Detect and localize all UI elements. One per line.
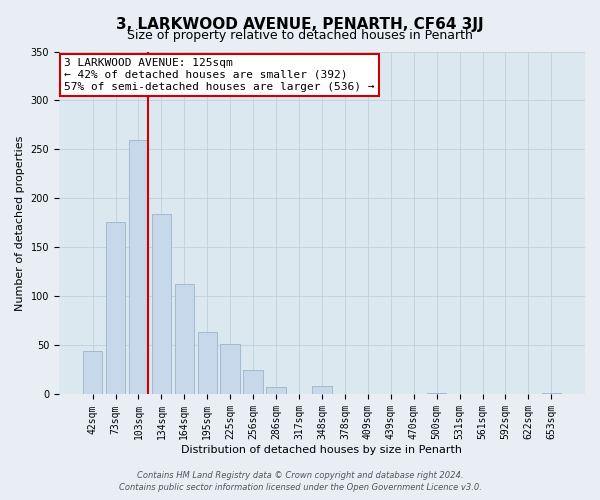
- Bar: [106, 222, 125, 394]
- Text: 3 LARKWOOD AVENUE: 125sqm
← 42% of detached houses are smaller (392)
57% of semi: 3 LARKWOOD AVENUE: 125sqm ← 42% of detac…: [64, 58, 374, 92]
- Bar: [266, 386, 286, 394]
- Bar: [427, 392, 446, 394]
- Bar: [312, 386, 332, 394]
- Y-axis label: Number of detached properties: Number of detached properties: [15, 136, 25, 310]
- Text: Contains HM Land Registry data © Crown copyright and database right 2024.
Contai: Contains HM Land Registry data © Crown c…: [119, 471, 481, 492]
- Bar: [152, 214, 171, 394]
- Text: 3, LARKWOOD AVENUE, PENARTH, CF64 3JJ: 3, LARKWOOD AVENUE, PENARTH, CF64 3JJ: [116, 18, 484, 32]
- X-axis label: Distribution of detached houses by size in Penarth: Distribution of detached houses by size …: [181, 445, 463, 455]
- Bar: [542, 392, 561, 394]
- Bar: [244, 370, 263, 394]
- Bar: [220, 344, 240, 395]
- Bar: [197, 332, 217, 394]
- Bar: [175, 284, 194, 395]
- Text: Size of property relative to detached houses in Penarth: Size of property relative to detached ho…: [127, 29, 473, 42]
- Bar: [83, 352, 103, 395]
- Bar: [128, 140, 148, 394]
